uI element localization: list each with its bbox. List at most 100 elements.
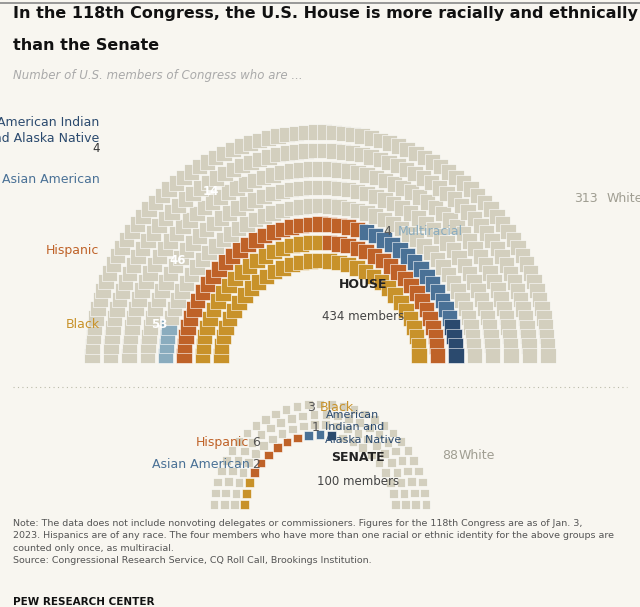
Bar — [507, 274, 522, 290]
Text: than the Senate: than the Senate — [13, 38, 159, 53]
Bar — [378, 172, 393, 188]
Bar — [400, 248, 415, 263]
Bar — [340, 219, 356, 235]
Bar — [190, 293, 205, 308]
Bar — [312, 253, 328, 268]
Bar — [336, 126, 351, 141]
Bar — [95, 283, 111, 298]
Bar — [189, 206, 205, 222]
Bar — [168, 258, 183, 273]
Bar — [221, 278, 237, 293]
Bar — [414, 293, 429, 309]
Bar — [435, 206, 451, 222]
Bar — [326, 143, 342, 158]
Bar — [93, 292, 108, 307]
Bar — [197, 329, 212, 344]
Bar — [276, 418, 285, 427]
Bar — [467, 348, 482, 363]
Bar — [293, 180, 308, 196]
Bar — [367, 228, 383, 243]
Bar — [243, 135, 258, 151]
Bar — [123, 328, 138, 344]
Bar — [225, 142, 241, 157]
Bar — [173, 250, 189, 265]
Bar — [152, 249, 167, 264]
Bar — [390, 264, 406, 280]
Bar — [293, 199, 308, 214]
Bar — [143, 319, 158, 334]
Text: HOUSE: HOUSE — [339, 278, 387, 291]
Bar — [350, 165, 365, 180]
Bar — [275, 165, 290, 180]
Bar — [536, 310, 552, 325]
Bar — [482, 319, 497, 334]
Bar — [223, 226, 239, 242]
Bar — [252, 449, 260, 458]
Bar — [350, 222, 365, 237]
Bar — [359, 186, 374, 202]
Bar — [258, 248, 273, 263]
Bar — [349, 241, 365, 256]
Bar — [294, 433, 302, 443]
Bar — [483, 202, 499, 217]
Bar — [251, 274, 266, 290]
Bar — [85, 338, 100, 354]
Bar — [278, 429, 286, 438]
Bar — [152, 218, 167, 234]
Bar — [275, 260, 291, 276]
Bar — [205, 268, 221, 284]
Bar — [435, 293, 450, 308]
Bar — [289, 144, 304, 160]
Bar — [211, 293, 226, 309]
Bar — [238, 176, 253, 192]
Bar — [211, 261, 227, 277]
Bar — [345, 145, 360, 161]
Bar — [422, 500, 430, 509]
Bar — [109, 301, 125, 316]
Bar — [374, 274, 389, 290]
Bar — [364, 149, 379, 164]
Bar — [322, 254, 337, 269]
Bar — [124, 319, 140, 334]
Bar — [169, 226, 184, 241]
Bar — [523, 265, 538, 280]
Bar — [265, 167, 280, 183]
Bar — [131, 291, 147, 307]
Bar — [401, 500, 410, 509]
Bar — [195, 338, 211, 353]
Bar — [321, 410, 330, 419]
Bar — [148, 194, 163, 210]
Bar — [298, 412, 307, 420]
Bar — [510, 283, 525, 299]
Bar — [479, 225, 494, 241]
Bar — [140, 348, 155, 363]
Bar — [216, 232, 231, 248]
Bar — [484, 338, 500, 353]
Bar — [242, 258, 257, 274]
Text: 88: 88 — [442, 449, 458, 463]
Bar — [435, 259, 451, 275]
Bar — [377, 212, 392, 228]
Bar — [284, 219, 300, 235]
Bar — [214, 478, 222, 486]
Bar — [134, 282, 150, 298]
Bar — [239, 216, 255, 232]
Bar — [177, 338, 193, 353]
Bar — [234, 264, 250, 280]
Bar — [539, 329, 554, 344]
Bar — [442, 212, 458, 228]
Bar — [399, 161, 414, 177]
Text: 100 members: 100 members — [317, 475, 399, 488]
Bar — [399, 142, 415, 157]
Bar — [350, 184, 365, 199]
Bar — [376, 232, 392, 248]
Bar — [349, 405, 358, 414]
Bar — [364, 131, 379, 146]
Bar — [310, 410, 319, 419]
Text: Multiracial: Multiracial — [398, 225, 463, 239]
Bar — [316, 400, 324, 409]
Bar — [84, 348, 100, 363]
Bar — [345, 127, 360, 142]
Bar — [332, 217, 347, 233]
Bar — [289, 126, 304, 141]
